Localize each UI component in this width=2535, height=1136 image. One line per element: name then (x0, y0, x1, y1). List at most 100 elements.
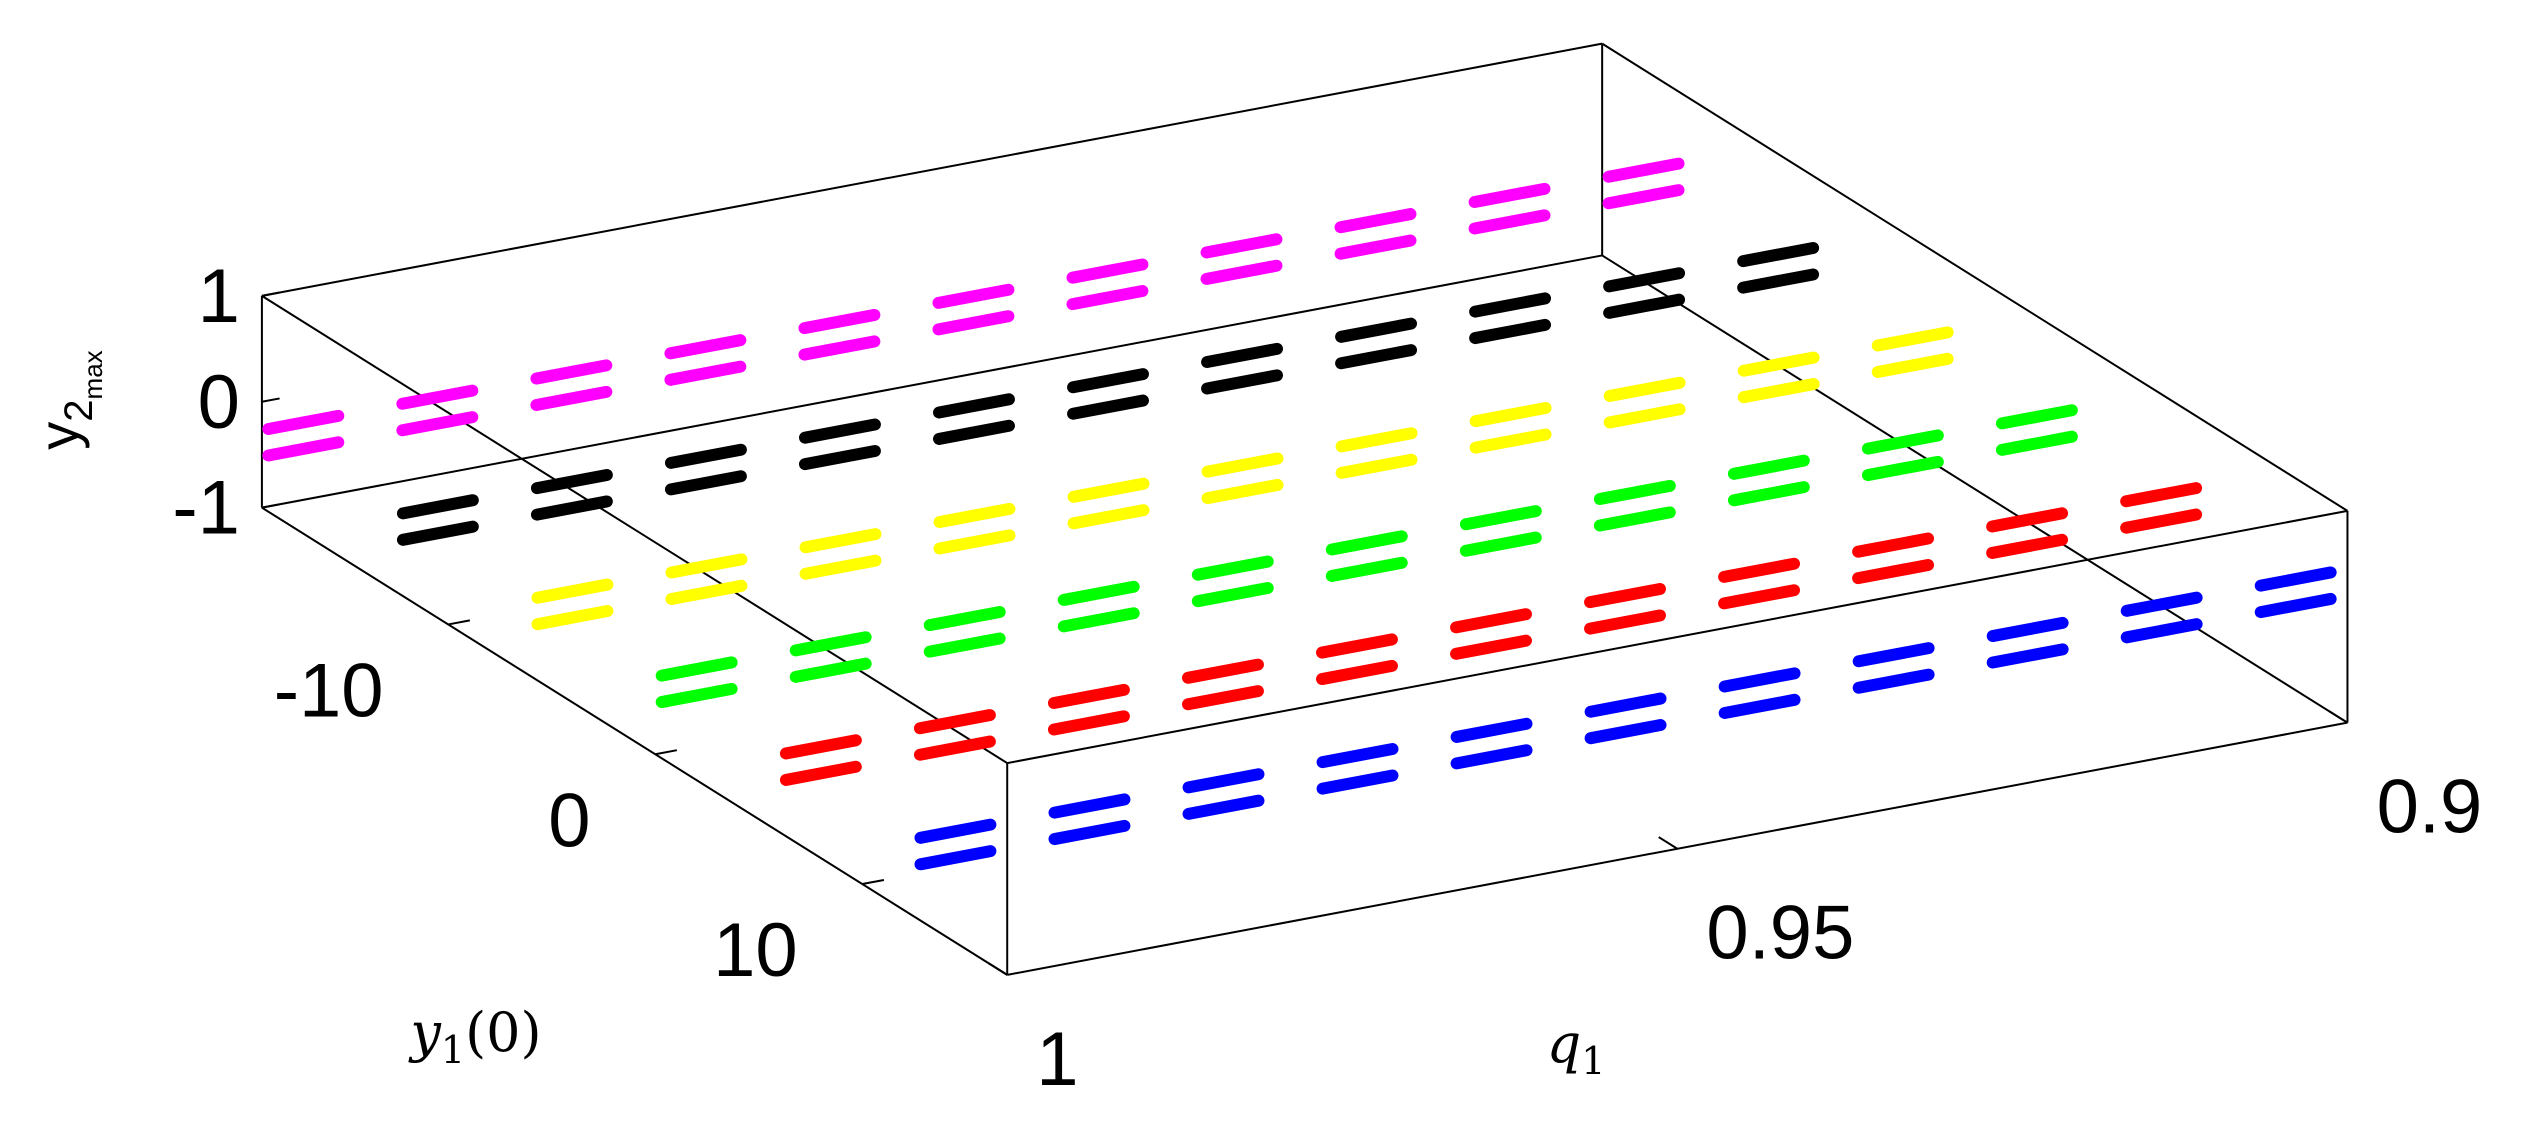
data-point (1201, 478, 1284, 505)
data-point (1718, 584, 1801, 610)
data-point (1334, 208, 1417, 234)
data-point (530, 495, 613, 521)
data-point (1584, 719, 1667, 745)
data-point (789, 631, 872, 657)
data-point (664, 470, 747, 496)
y-label-arg: (0) (465, 1001, 542, 1064)
box-edge (261, 42, 1603, 297)
data-point (933, 393, 1015, 419)
data-point (1048, 793, 1131, 819)
data-point (1067, 368, 1149, 394)
box-edge (1601, 254, 2348, 724)
data-point (531, 605, 614, 631)
data-point (1852, 642, 1935, 668)
data-point (1316, 769, 1399, 795)
data-point (1469, 402, 1552, 428)
data-point (1047, 710, 1130, 736)
data-point (1718, 557, 1801, 583)
data-point (262, 436, 345, 462)
data-point (1316, 633, 1398, 659)
data-point (1584, 609, 1666, 635)
data-point (1316, 743, 1399, 769)
data-point (1334, 234, 1417, 260)
data-point (1335, 344, 1418, 370)
data-point (1603, 376, 1686, 402)
data-point (1727, 481, 1810, 507)
data-point (1182, 794, 1265, 820)
data-point (1602, 184, 1685, 210)
data-point (1459, 531, 1542, 557)
data-point (1468, 182, 1551, 209)
box-edge (261, 295, 1008, 764)
data-point (1986, 533, 2069, 559)
data-point (789, 657, 872, 683)
data-point (1737, 268, 1820, 294)
data-point (1603, 293, 1686, 319)
data-point (1584, 582, 1666, 609)
data-point (1450, 608, 1532, 634)
data-point (1066, 258, 1149, 284)
data-point (2120, 482, 2203, 508)
data-point (1057, 580, 1140, 606)
data-point (1468, 209, 1551, 235)
y-label-base: y (408, 1001, 442, 1064)
data-point (933, 419, 1015, 445)
data-point (1450, 634, 1532, 660)
data-point (1593, 506, 1676, 532)
y-label-sub: 1 (441, 1028, 465, 1072)
data-point (1067, 504, 1150, 530)
data-point (799, 554, 882, 580)
data-point (1718, 693, 1801, 719)
data-point (914, 845, 997, 871)
data-point (2120, 618, 2203, 644)
data-point (779, 734, 862, 760)
data-point (664, 443, 747, 469)
data-point (2254, 592, 2337, 619)
data-point (1603, 267, 1686, 293)
data-point (1737, 378, 1820, 404)
data-point (1995, 430, 2078, 456)
data-point (665, 553, 748, 579)
data-point (1200, 259, 1283, 285)
y-tick-label: -10 (274, 649, 384, 734)
data-point (1182, 658, 1264, 684)
x-tick-label: 1 (1036, 1017, 1078, 1102)
y-tick-label: 0 (548, 778, 590, 863)
box-edge (1601, 42, 2348, 512)
data-point (1852, 668, 1935, 694)
data-point (396, 384, 479, 410)
data-point (1200, 233, 1283, 259)
data-point (262, 409, 345, 435)
data-point (923, 632, 1006, 658)
data-point (932, 310, 1015, 336)
y-tick (862, 878, 885, 886)
y-axis-label: y1(0) (408, 1001, 541, 1072)
data-point (655, 656, 738, 682)
data-point (1469, 318, 1552, 345)
data-point (799, 528, 882, 554)
z-tick (261, 397, 280, 403)
data-point (1182, 685, 1264, 711)
box-edge (261, 506, 1008, 976)
data-point (530, 359, 613, 385)
data-point (2120, 508, 2203, 534)
data-point (1450, 717, 1533, 743)
x-tick (2328, 710, 2348, 724)
data-point (1469, 428, 1552, 454)
z-tick (261, 291, 280, 297)
data-point (914, 818, 997, 844)
data-point (530, 385, 613, 412)
data-point (1335, 427, 1418, 453)
data-point (932, 283, 1015, 309)
data-point (1325, 556, 1408, 582)
data-point (1067, 477, 1150, 503)
data-point (913, 735, 996, 761)
data-point (1201, 452, 1284, 478)
data-point (1718, 667, 1801, 693)
data-point (396, 411, 479, 437)
data-point (1469, 292, 1552, 318)
data-point (1737, 241, 1820, 268)
data-point (664, 360, 747, 386)
x-label-base: q (1547, 1012, 1582, 1075)
